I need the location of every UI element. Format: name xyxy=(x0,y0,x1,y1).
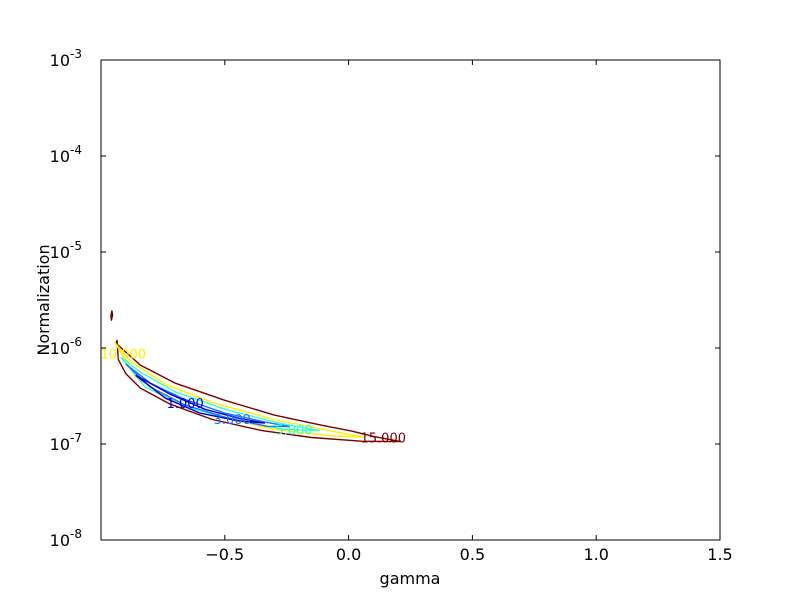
contour-label: 3.000 xyxy=(214,413,251,428)
x-tick-label: 1.0 xyxy=(583,545,608,564)
tick-layer: −0.5 0.0 0.5 1.0 1.5 10-8 10-7 10-6 10-5 10-4 10-3 xyxy=(50,47,733,564)
contour-line xyxy=(125,363,290,428)
contour-layer xyxy=(110,310,402,443)
contour-label: 5.000 xyxy=(276,424,313,439)
contour-line xyxy=(120,356,320,432)
contour-label: 10.000 xyxy=(101,347,147,362)
contour-line xyxy=(110,310,114,321)
contour-label: 15.000 xyxy=(361,432,407,447)
y-tick-label: 10-4 xyxy=(50,143,82,166)
x-tick-label: 1.5 xyxy=(707,545,732,564)
y-tick-label: 10-3 xyxy=(50,47,82,70)
contour-label: 1.000 xyxy=(167,397,204,412)
contour-line xyxy=(114,341,365,438)
contour-line xyxy=(135,374,266,424)
plot-area xyxy=(101,60,720,540)
y-tick-label: 10-5 xyxy=(50,239,82,262)
y-tick-label: 10-8 xyxy=(50,527,82,550)
contour-line xyxy=(115,339,402,443)
x-tick-label: −0.5 xyxy=(205,545,244,564)
x-tick-label: 0.0 xyxy=(336,545,361,564)
y-tick-label: 10-6 xyxy=(50,335,82,358)
plot-frame xyxy=(100,59,721,541)
contour-label-layer: 15.000 10.000 5.000 3.000 1.000 xyxy=(101,347,406,446)
x-tick-label: 0.5 xyxy=(460,545,485,564)
x-axis-title: gamma xyxy=(380,569,441,588)
y-axis-title: Normalization xyxy=(34,244,53,355)
y-tick-label: 10-7 xyxy=(50,431,82,454)
